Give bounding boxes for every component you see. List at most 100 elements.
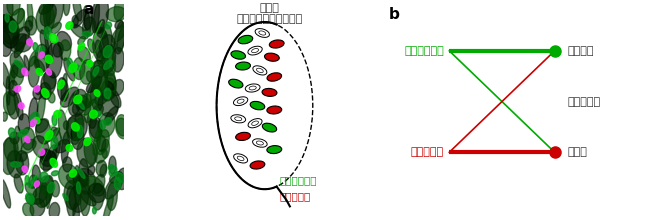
Text: a: a (83, 2, 94, 17)
Ellipse shape (103, 43, 117, 59)
Ellipse shape (71, 125, 77, 138)
Ellipse shape (14, 91, 23, 120)
Ellipse shape (39, 176, 53, 207)
Ellipse shape (231, 115, 246, 123)
Ellipse shape (103, 56, 109, 78)
Ellipse shape (3, 21, 18, 44)
Ellipse shape (105, 22, 112, 29)
Ellipse shape (44, 27, 51, 39)
Ellipse shape (84, 99, 98, 123)
Ellipse shape (95, 40, 101, 58)
Ellipse shape (97, 29, 107, 38)
Ellipse shape (117, 26, 126, 51)
Ellipse shape (107, 73, 116, 90)
Ellipse shape (29, 51, 38, 66)
Ellipse shape (7, 0, 20, 15)
Ellipse shape (25, 176, 29, 185)
Ellipse shape (29, 112, 39, 124)
Ellipse shape (103, 46, 112, 58)
Ellipse shape (8, 128, 16, 138)
Ellipse shape (256, 141, 263, 145)
Ellipse shape (98, 92, 119, 116)
Ellipse shape (253, 66, 267, 75)
Ellipse shape (61, 73, 67, 99)
Ellipse shape (90, 110, 97, 118)
Ellipse shape (112, 79, 124, 96)
Ellipse shape (75, 113, 83, 129)
Ellipse shape (93, 67, 99, 76)
Text: 扁桃体: 扁桃体 (568, 147, 588, 157)
Ellipse shape (24, 20, 32, 31)
Ellipse shape (74, 65, 81, 70)
Ellipse shape (23, 203, 34, 217)
Ellipse shape (73, 0, 82, 21)
Ellipse shape (62, 157, 72, 172)
Ellipse shape (10, 52, 25, 77)
Ellipse shape (250, 101, 265, 110)
Ellipse shape (10, 27, 29, 52)
Ellipse shape (92, 207, 96, 214)
Ellipse shape (29, 196, 34, 204)
Ellipse shape (51, 171, 58, 176)
Ellipse shape (29, 175, 37, 188)
Ellipse shape (51, 22, 61, 34)
Ellipse shape (90, 84, 103, 111)
Ellipse shape (1, 138, 16, 174)
Ellipse shape (80, 60, 94, 84)
Ellipse shape (109, 88, 121, 108)
Ellipse shape (2, 112, 7, 121)
Ellipse shape (25, 136, 30, 143)
Ellipse shape (9, 70, 14, 90)
Ellipse shape (104, 88, 111, 99)
Ellipse shape (75, 168, 96, 194)
Ellipse shape (102, 24, 112, 50)
Ellipse shape (64, 181, 79, 209)
Ellipse shape (76, 95, 90, 115)
Ellipse shape (66, 145, 73, 151)
Ellipse shape (114, 0, 127, 20)
Ellipse shape (88, 112, 96, 128)
Ellipse shape (94, 0, 109, 33)
Ellipse shape (116, 118, 129, 139)
Ellipse shape (36, 91, 46, 125)
Ellipse shape (77, 125, 83, 138)
Ellipse shape (39, 172, 48, 182)
Ellipse shape (72, 123, 79, 131)
Ellipse shape (59, 40, 71, 61)
Ellipse shape (94, 90, 100, 96)
Ellipse shape (10, 9, 25, 26)
Ellipse shape (64, 0, 70, 15)
Ellipse shape (236, 132, 250, 141)
Ellipse shape (10, 132, 19, 144)
Ellipse shape (34, 181, 40, 187)
Ellipse shape (73, 203, 79, 220)
Ellipse shape (36, 5, 55, 34)
Ellipse shape (68, 89, 87, 117)
Ellipse shape (32, 136, 49, 158)
Ellipse shape (99, 35, 114, 55)
Ellipse shape (69, 184, 88, 212)
Ellipse shape (30, 199, 45, 217)
Ellipse shape (41, 149, 51, 161)
Ellipse shape (82, 32, 92, 36)
Text: 前頭前野投射: 前頭前野投射 (279, 175, 317, 185)
Ellipse shape (14, 174, 23, 193)
Ellipse shape (116, 172, 125, 182)
Ellipse shape (93, 104, 103, 116)
Ellipse shape (89, 120, 102, 141)
Ellipse shape (235, 117, 242, 121)
Ellipse shape (50, 158, 57, 167)
Ellipse shape (36, 68, 42, 76)
Ellipse shape (67, 58, 73, 70)
Ellipse shape (49, 202, 60, 219)
Ellipse shape (231, 51, 246, 59)
Ellipse shape (78, 169, 85, 178)
Ellipse shape (84, 6, 90, 35)
Ellipse shape (20, 152, 27, 161)
Ellipse shape (114, 22, 125, 54)
Ellipse shape (252, 49, 259, 53)
Ellipse shape (12, 65, 18, 78)
Ellipse shape (94, 60, 105, 77)
Ellipse shape (263, 123, 277, 132)
Ellipse shape (14, 35, 26, 58)
